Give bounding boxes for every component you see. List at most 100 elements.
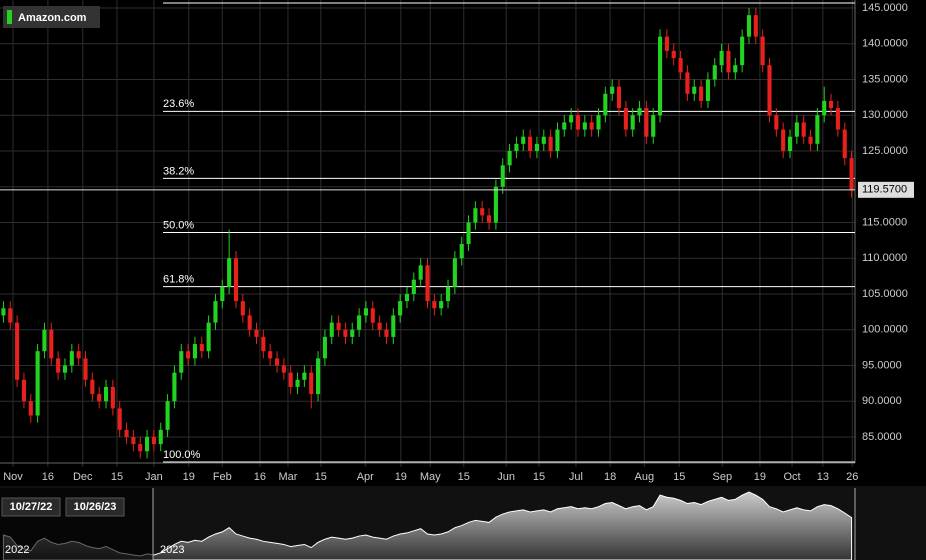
x-tick-label: Jul <box>569 471 583 483</box>
candle-body <box>227 258 232 287</box>
candle-body <box>15 322 20 380</box>
candle-body <box>418 265 423 280</box>
candle-body <box>274 358 280 366</box>
candle-body <box>521 136 526 144</box>
x-tick-label: Aug <box>635 471 655 483</box>
candle-body <box>473 208 478 223</box>
year-label: 2022 <box>5 544 29 556</box>
candle-body <box>746 15 752 37</box>
candle-body <box>548 136 553 151</box>
candle-body <box>487 215 492 223</box>
candle-body <box>165 401 170 430</box>
candle-body <box>664 36 669 51</box>
candle-body <box>822 100 827 116</box>
candle-body <box>541 136 546 144</box>
candle-body <box>671 50 676 59</box>
y-tick-label: 95.0000 <box>862 359 902 371</box>
candle-body <box>439 301 444 309</box>
y-tick-label: 125.0000 <box>862 145 908 157</box>
candle-body <box>316 358 321 395</box>
fib-label: 100.0% <box>163 449 201 461</box>
candle-body <box>179 351 184 373</box>
candle-body <box>555 129 560 151</box>
candle-body <box>295 379 300 387</box>
candle-body <box>172 372 177 402</box>
x-tick-label: 16 <box>254 471 266 483</box>
x-tick-label: 15 <box>315 471 327 483</box>
x-tick-label: 15 <box>458 471 470 483</box>
candle-body <box>705 79 710 101</box>
x-tick-label: 15 <box>533 471 545 483</box>
x-tick-label: Oct <box>784 471 801 483</box>
candle-body <box>261 336 266 352</box>
candle-body <box>254 329 259 337</box>
candle-body <box>309 372 314 395</box>
candle-body <box>404 293 410 302</box>
candle-body <box>699 86 704 101</box>
date-box <box>65 497 125 517</box>
candle-body <box>658 36 663 116</box>
candle-body <box>145 436 150 452</box>
candle-body <box>220 286 225 302</box>
y-tick-label: 105.0000 <box>862 288 908 300</box>
candle-body <box>411 279 416 294</box>
x-tick-label: Jan <box>145 471 163 483</box>
fib-label: 61.8% <box>163 274 194 286</box>
candle-body <box>794 122 799 137</box>
candle-body <box>240 301 245 316</box>
x-tick-label: Dec <box>73 471 93 483</box>
candle-body <box>562 122 567 130</box>
candle-body <box>630 115 635 130</box>
y-tick-label: 85.0000 <box>862 431 902 443</box>
y-tick-label: 100.0000 <box>862 324 908 336</box>
candle-body <box>452 258 457 287</box>
y-tick-label: 135.0000 <box>862 73 908 85</box>
candle-body <box>787 136 793 151</box>
candle-body <box>849 158 854 190</box>
y-tick-label: 115.0000 <box>862 216 907 228</box>
candle-body <box>199 344 204 352</box>
candle-body <box>575 115 581 130</box>
x-tick-label: May <box>420 471 441 483</box>
candle-body <box>103 386 109 402</box>
fib-label: 50.0% <box>163 219 194 231</box>
fib-label: 38.2% <box>163 165 194 177</box>
candle-body <box>500 165 505 187</box>
candle-body <box>247 315 252 330</box>
candle-body <box>582 122 587 130</box>
candle-body <box>343 329 348 337</box>
x-tick-label: Mar <box>278 471 297 483</box>
candle-body <box>781 129 786 151</box>
legend-title: Amazon.com <box>18 12 87 24</box>
candle-body <box>268 351 273 359</box>
candle-body <box>35 351 40 416</box>
candle-body <box>569 115 574 123</box>
candle-body <box>391 315 396 337</box>
candle-body <box>377 322 382 330</box>
year-label: 2023 <box>160 544 184 556</box>
legend-box <box>3 6 100 28</box>
candle-body <box>815 115 820 144</box>
candle-body <box>774 115 779 130</box>
legend-swatch <box>7 10 12 24</box>
last-price-box <box>858 181 914 198</box>
candle-body <box>596 115 601 130</box>
candle-body <box>644 108 649 137</box>
y-tick-label: 110.0000 <box>862 252 907 264</box>
x-tick-label: 19 <box>395 471 407 483</box>
candle-body <box>370 308 375 323</box>
candle-body <box>712 65 717 80</box>
x-tick-label: 15 <box>673 471 685 483</box>
candle-body <box>760 36 765 66</box>
y-tick-label: 140.0000 <box>862 38 908 50</box>
candle-body <box>76 351 81 359</box>
candle-body <box>117 408 122 430</box>
candle-body <box>425 265 430 302</box>
candle-body <box>329 322 334 337</box>
x-tick-label: 18 <box>604 471 616 483</box>
candle-body <box>21 379 26 402</box>
candle-body <box>192 344 197 359</box>
candle-body <box>384 329 389 337</box>
candle-body <box>616 86 622 109</box>
